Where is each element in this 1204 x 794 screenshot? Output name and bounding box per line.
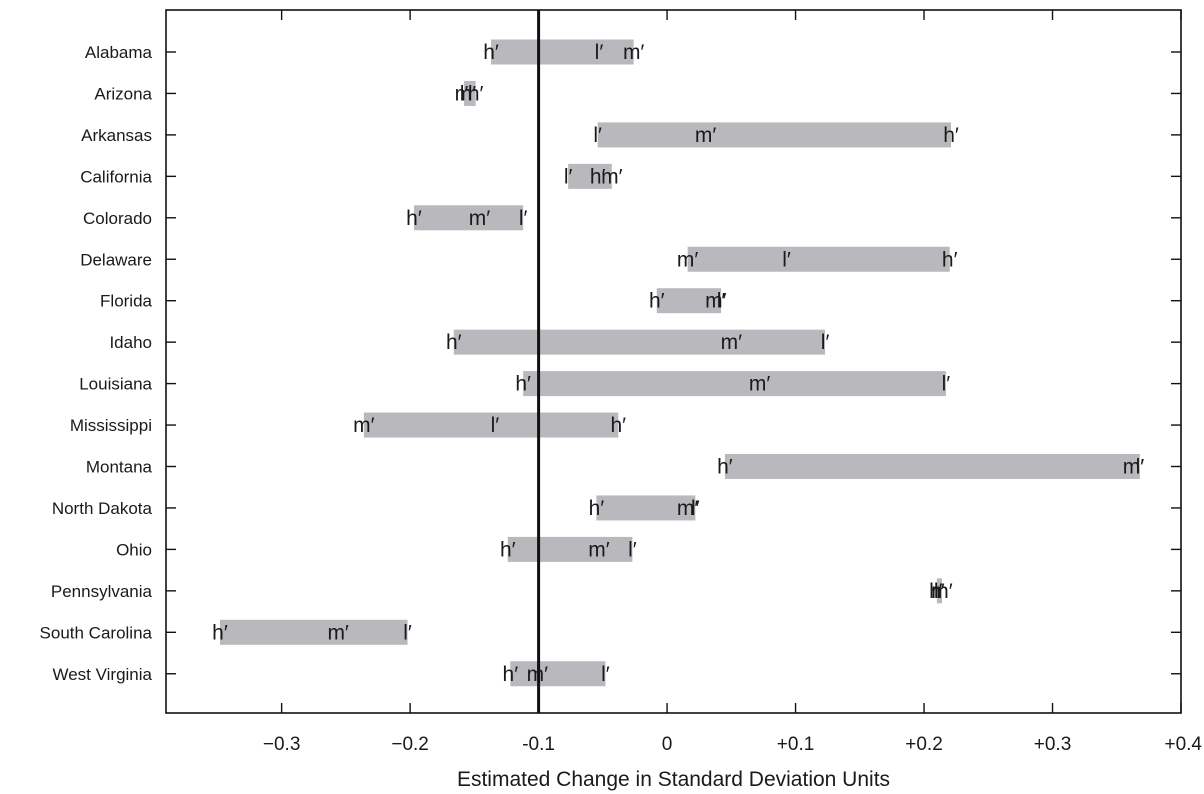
- range-bar: [453, 329, 826, 355]
- range-marker-l: l′: [403, 621, 412, 644]
- range-bar: [363, 412, 619, 438]
- category-label: Montana: [86, 458, 153, 477]
- range-bar: [507, 536, 633, 562]
- range-bar: [656, 288, 722, 314]
- range-marker-h: h′: [717, 456, 733, 479]
- range-bar: [597, 122, 952, 148]
- range-marker-m: m′: [527, 663, 548, 686]
- range-marker-h: h′: [500, 538, 516, 561]
- range-markers: l′ m′h′l′m′h′l′ m′ h′l′ m′h′l′m′h′l′m′ h′l′m′…: [212, 41, 1144, 686]
- range-marker-l: l′: [460, 82, 469, 105]
- range-marker-l: l′: [491, 414, 500, 437]
- range-marker-h: h′: [590, 165, 606, 188]
- range-marker-h: h′: [515, 373, 531, 396]
- x-tick-label: -0.1: [522, 734, 555, 755]
- range-bar: [936, 578, 943, 604]
- range-bar: [464, 80, 476, 106]
- range-marker-m: m′: [469, 207, 490, 230]
- range-bar: [219, 619, 408, 645]
- category-label: Alabama: [85, 43, 153, 62]
- range-marker-m: m′: [677, 497, 698, 520]
- range-marker-l: l′: [934, 580, 943, 603]
- x-tick-label: +0.4: [1164, 734, 1202, 755]
- range-marker-h: h′: [929, 580, 945, 603]
- range-marker-h: h′: [406, 207, 422, 230]
- range-marker-h: h′: [483, 41, 499, 64]
- x-tick-label: +0.2: [905, 734, 943, 755]
- range-marker-m: m′: [623, 41, 644, 64]
- category-label: North Dakota: [52, 499, 153, 518]
- range-marker-h: h′: [610, 414, 626, 437]
- range-marker-h: h′: [212, 621, 228, 644]
- category-label: Louisiana: [79, 375, 152, 394]
- category-label: Florida: [100, 292, 153, 311]
- category-label: Colorado: [83, 209, 152, 228]
- x-tick-label: −0.2: [391, 734, 429, 755]
- x-tick-label: +0.1: [777, 734, 815, 755]
- range-bar: [724, 454, 1140, 479]
- category-label: Pennsylvania: [51, 582, 153, 601]
- range-marker-m: m′: [588, 538, 609, 561]
- x-axis-title: Estimated Change in Standard Deviation U…: [457, 768, 890, 791]
- category-label: Mississippi: [70, 416, 152, 435]
- category-label: Delaware: [80, 250, 152, 269]
- range-marker-l: l′: [782, 248, 791, 271]
- range-marker-h: h′: [943, 124, 959, 147]
- range-marker-m: m′: [931, 580, 952, 603]
- range-marker-h: h′: [468, 82, 484, 105]
- range-marker-m: m′: [353, 414, 374, 437]
- category-label: South Carolina: [40, 623, 153, 642]
- y-axis: Alabama Arizona Arkansas California Colorado…: [40, 43, 1181, 684]
- range-marker-h: h′: [446, 331, 462, 354]
- category-label: California: [80, 167, 152, 186]
- range-marker-l: l′: [942, 373, 951, 396]
- range-bar: [687, 246, 950, 272]
- range-marker-m: m′: [327, 621, 348, 644]
- range-bar: [510, 661, 606, 687]
- category-label: Ohio: [116, 540, 152, 559]
- range-marker-l: l′: [717, 290, 726, 313]
- range-marker-l: l′: [821, 331, 830, 354]
- range-marker-m: m′: [1123, 456, 1144, 479]
- range-marker-l: l′: [1136, 456, 1145, 479]
- category-label: Idaho: [109, 333, 152, 352]
- range-marker-l: l′: [519, 207, 528, 230]
- range-marker-l: l′: [601, 663, 610, 686]
- range-marker-l: l′: [628, 538, 637, 561]
- range-bar: [523, 371, 946, 397]
- plot-frame: [165, 9, 1182, 714]
- category-label: Arkansas: [81, 126, 152, 145]
- range-marker-m: m′: [721, 331, 742, 354]
- range-marker-m: m′: [749, 373, 770, 396]
- range-marker-h: h′: [649, 290, 665, 313]
- range-marker-h: h′: [503, 663, 519, 686]
- category-label: Arizona: [94, 84, 152, 103]
- x-tick-label: +0.3: [1034, 734, 1072, 755]
- range-marker-l: l′: [691, 497, 700, 520]
- range-bar: [596, 495, 696, 521]
- category-label: West Virginia: [52, 665, 152, 684]
- x-tick-label: −0.3: [263, 734, 301, 755]
- range-marker-l: l′: [564, 165, 573, 188]
- x-tick-label: 0: [662, 734, 673, 755]
- range-marker-m: m′: [705, 290, 726, 313]
- range-marker-m: m′: [455, 82, 476, 105]
- x-axis: −0.3 −0.2 -0.1 0 +0.1 +0.2 +0.3 +0.4: [263, 10, 1202, 755]
- range-marker-l: l′: [595, 41, 604, 64]
- range-marker-h: h′: [589, 497, 605, 520]
- range-marker-m: m′: [695, 124, 716, 147]
- range-marker-m: m′: [601, 165, 622, 188]
- range-bar: [568, 163, 612, 189]
- range-marker-l: l′: [593, 124, 602, 147]
- range-bar: [491, 39, 634, 65]
- range-bars: [219, 39, 1140, 687]
- range-marker-m: m′: [677, 248, 698, 271]
- range-bar: [413, 205, 524, 231]
- range-marker-h: h′: [942, 248, 958, 271]
